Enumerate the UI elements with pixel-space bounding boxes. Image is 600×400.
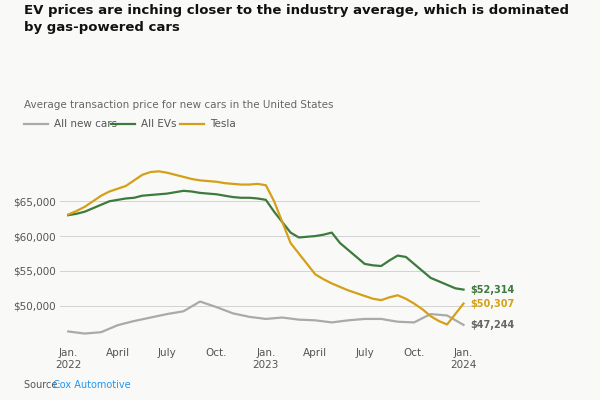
Text: $52,314: $52,314	[470, 284, 514, 294]
Text: All EVs: All EVs	[141, 119, 176, 129]
Text: Source:: Source:	[24, 380, 64, 390]
Text: $47,244: $47,244	[470, 320, 514, 330]
Text: EV prices are inching closer to the industry average, which is dominated
by gas-: EV prices are inching closer to the indu…	[24, 4, 569, 34]
Text: Average transaction price for new cars in the United States: Average transaction price for new cars i…	[24, 100, 334, 110]
Text: $50,307: $50,307	[470, 298, 514, 308]
Text: All new cars: All new cars	[54, 119, 117, 129]
Text: Cox Automotive: Cox Automotive	[53, 380, 130, 390]
Text: Tesla: Tesla	[210, 119, 236, 129]
